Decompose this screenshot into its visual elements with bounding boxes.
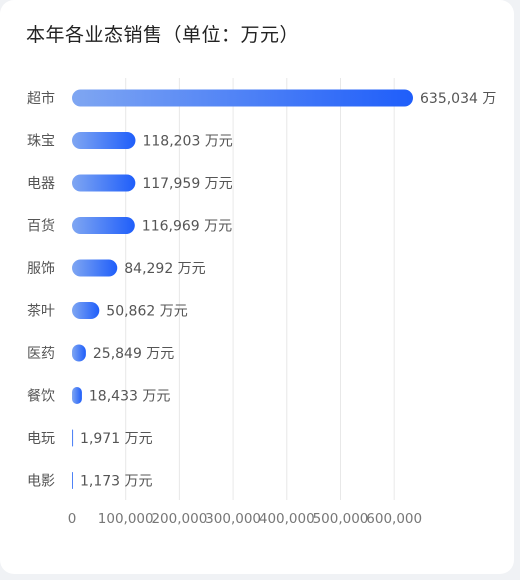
value-label: 116,969 万元 bbox=[142, 219, 232, 235]
category-label: 珠宝 bbox=[27, 134, 55, 150]
x-tick-label: 200,000 bbox=[151, 511, 207, 527]
value-label: 1,971 万元 bbox=[80, 431, 153, 447]
bar bbox=[72, 132, 136, 149]
category-label: 电玩 bbox=[27, 431, 55, 447]
value-label: 84,292 万元 bbox=[124, 261, 205, 277]
category-label: 医药 bbox=[27, 346, 55, 362]
x-tick-label: 600,000 bbox=[366, 511, 422, 527]
grid-lines bbox=[125, 78, 395, 500]
category-label: 餐饮 bbox=[27, 389, 55, 405]
category-label: 超市 bbox=[27, 90, 55, 107]
value-label: 1,173 万元 bbox=[80, 474, 153, 490]
value-label: 117,959 万元 bbox=[142, 176, 232, 192]
chart-title: 本年各业态销售（单位：万元） bbox=[26, 24, 300, 46]
category-label: 服饰 bbox=[27, 261, 55, 277]
category-label: 百货 bbox=[27, 218, 55, 235]
category-label: 茶叶 bbox=[27, 304, 55, 320]
x-tick-label: 400,000 bbox=[259, 511, 315, 527]
value-label: 118,203 万元 bbox=[142, 134, 232, 150]
category-label: 电器 bbox=[27, 176, 55, 192]
value-label: 635,034 万 bbox=[420, 91, 496, 107]
bar bbox=[72, 217, 135, 234]
bar bbox=[72, 387, 82, 404]
x-tick-label: 100,000 bbox=[98, 511, 154, 527]
value-label: 25,849 万元 bbox=[93, 346, 174, 362]
value-label: 18,433 万元 bbox=[89, 389, 170, 405]
bar bbox=[72, 259, 118, 277]
x-tick-label: 500,000 bbox=[313, 511, 369, 527]
category-label: 电影 bbox=[27, 474, 55, 490]
value-label: 50,862 万元 bbox=[106, 304, 187, 320]
bar bbox=[72, 302, 100, 319]
x-tick-label: 300,000 bbox=[205, 511, 261, 527]
bar bbox=[72, 472, 73, 489]
x-tick-label: 0 bbox=[68, 511, 77, 527]
bar bbox=[72, 429, 74, 447]
bar bbox=[72, 174, 136, 192]
labels: 0 100,000200,000300,000400,000500,000600,… bbox=[27, 90, 496, 527]
bar bbox=[72, 89, 413, 107]
bars bbox=[72, 89, 413, 489]
bar bbox=[72, 344, 86, 362]
